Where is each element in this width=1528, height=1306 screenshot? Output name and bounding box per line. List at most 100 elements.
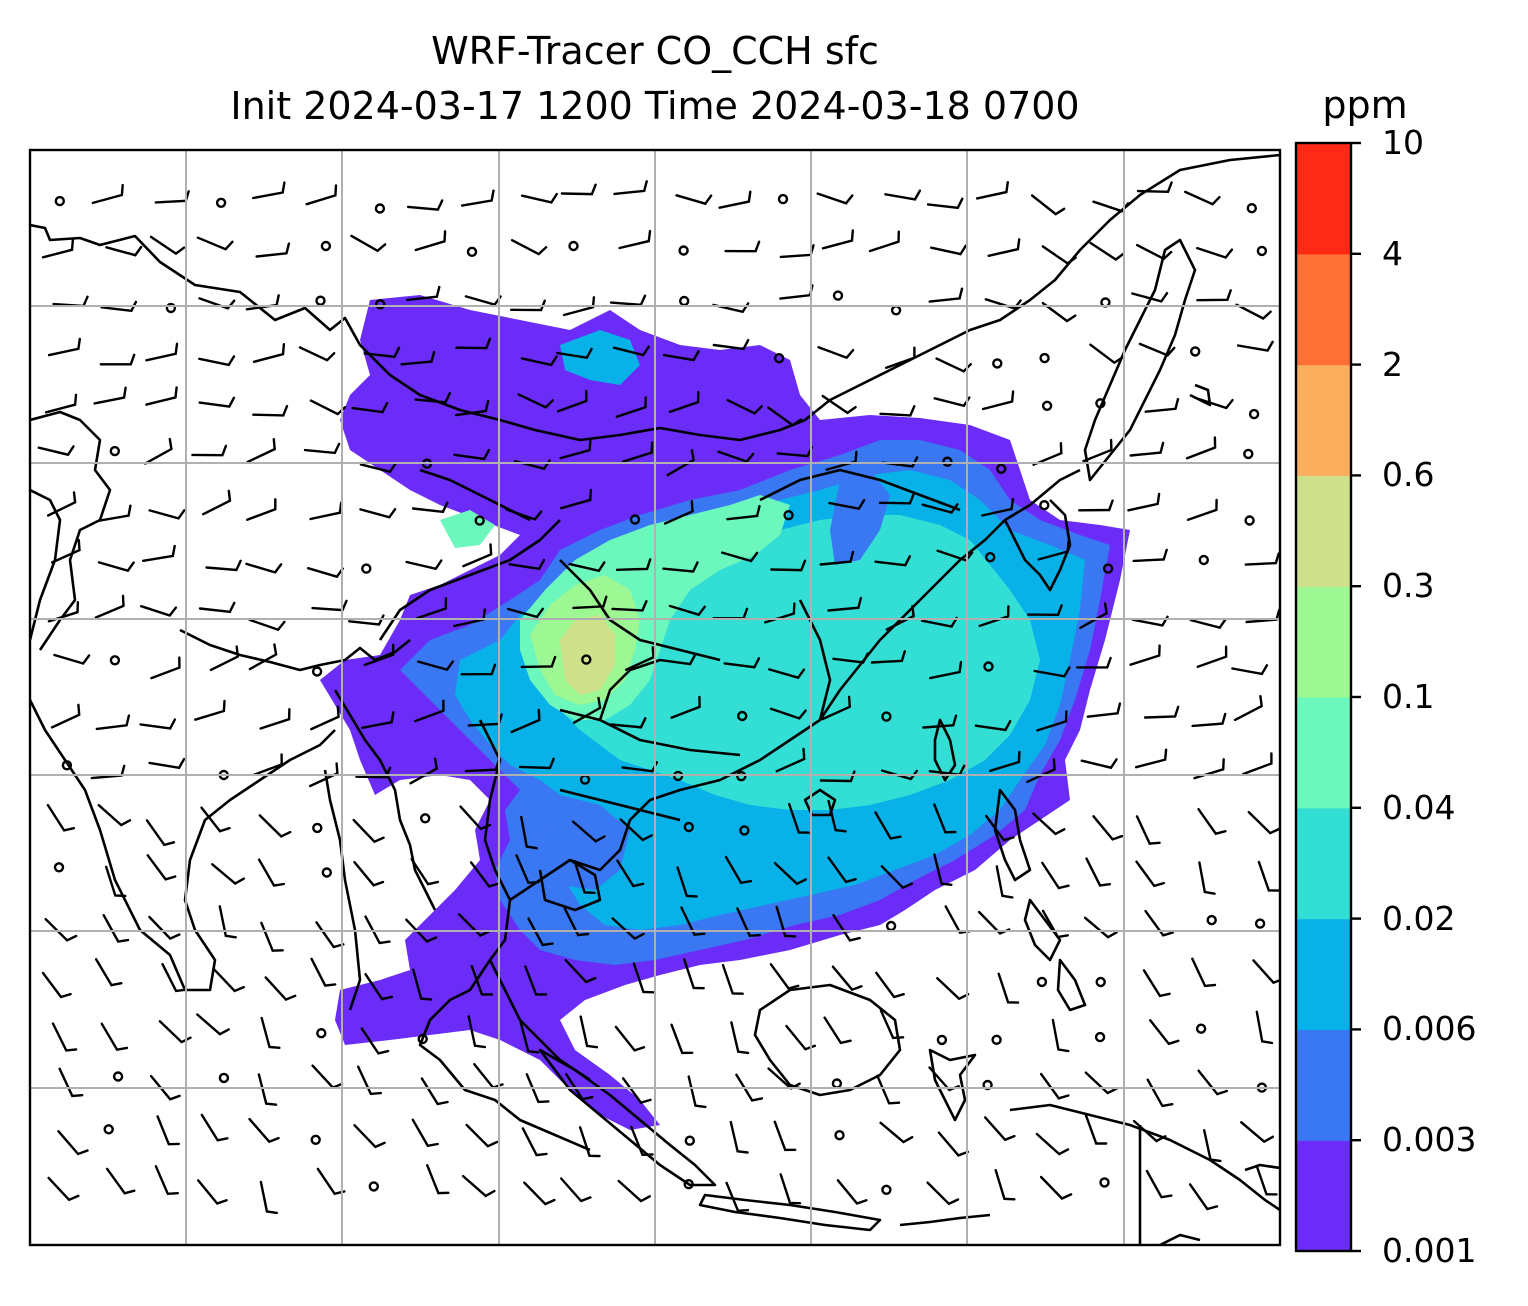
wind-barb	[305, 184, 338, 206]
calm-wind-marker	[581, 654, 592, 665]
wind-barb	[246, 498, 277, 521]
colorbar-tick-label: 0.001	[1382, 1231, 1477, 1270]
wind-barb	[1083, 916, 1118, 939]
wind-barb	[414, 230, 447, 252]
wind-barb	[773, 1120, 797, 1152]
wind-barb	[51, 538, 81, 564]
tracer-concentration-field	[320, 295, 1130, 1130]
wind-barb	[310, 957, 337, 987]
wind-barb	[405, 559, 443, 571]
calm-wind-marker	[992, 358, 1003, 369]
wind-barb	[411, 1118, 439, 1148]
calm-wind-marker	[936, 1034, 948, 1046]
wind-barb	[1037, 540, 1070, 561]
calm-wind-marker	[368, 1181, 379, 1192]
wind-barb	[571, 820, 606, 843]
wind-barb	[1032, 442, 1063, 466]
wind-barb	[350, 234, 387, 253]
wind-barb	[510, 708, 541, 734]
wind-barb	[363, 346, 401, 359]
calm-wind-marker	[1195, 1023, 1207, 1034]
colorbar-tick-label: 2	[1382, 344, 1403, 384]
calm-wind-marker	[417, 1033, 428, 1045]
wind-barb	[161, 963, 188, 993]
wind-barb	[521, 1127, 548, 1157]
wind-barb	[523, 1181, 556, 1206]
wind-barb	[58, 1067, 84, 1098]
wind-barb	[879, 1121, 914, 1144]
wind-barb	[158, 1020, 192, 1044]
wind-barb	[726, 504, 761, 521]
wind-barb	[1242, 752, 1273, 776]
wind-barb	[611, 600, 648, 612]
wind-barb	[1135, 243, 1173, 261]
wind-barb	[47, 337, 81, 357]
colorbar-tick-label: 0.6	[1382, 455, 1435, 495]
wind-barb	[140, 605, 178, 617]
wind-barb	[564, 958, 597, 984]
wind-barb	[252, 181, 286, 200]
wind-barb	[1086, 702, 1122, 718]
wind-barb	[609, 294, 647, 307]
wind-barb	[1041, 301, 1077, 323]
wind-barb	[974, 720, 1012, 732]
calm-wind-marker	[1095, 398, 1106, 409]
calm-wind-marker	[315, 295, 326, 306]
wind-barb	[211, 863, 246, 886]
colorbar-band	[1296, 1029, 1351, 1141]
wind-barb	[687, 1075, 707, 1109]
wind-barb	[1257, 860, 1280, 892]
wind-barb	[154, 1165, 179, 1196]
wind-barb	[465, 1123, 499, 1148]
wind-barb	[97, 804, 132, 827]
wind-barb	[769, 707, 807, 720]
wind-barb	[565, 1073, 594, 1101]
wind-barb	[309, 501, 343, 521]
wind-barb	[359, 508, 397, 519]
wind-barb	[721, 963, 744, 995]
wind-barb	[357, 1065, 382, 1096]
wind-barb	[1135, 815, 1161, 845]
calm-wind-marker	[834, 1129, 845, 1141]
wind-barb	[615, 396, 647, 418]
colorbar-band	[1296, 364, 1351, 476]
wind-barb	[198, 601, 236, 614]
calm-wind-marker	[53, 862, 65, 873]
wind-barb	[712, 338, 750, 351]
wind-barb	[994, 1168, 1016, 1201]
wind-barb	[1041, 909, 1069, 939]
wind-barb	[519, 1021, 540, 1054]
calm-wind-marker	[773, 353, 785, 364]
wind-barb	[1196, 246, 1234, 259]
wind-barb	[1136, 181, 1173, 194]
wind-barb	[930, 244, 967, 256]
wind-barb	[361, 711, 395, 729]
wind-barb	[724, 855, 753, 885]
wind-barb	[926, 197, 964, 210]
wind-barb	[194, 699, 226, 721]
wind-barb	[1084, 1071, 1118, 1095]
wind-barb	[874, 555, 911, 567]
wind-barb	[879, 405, 916, 417]
wind-barb	[406, 199, 444, 211]
wind-barb	[260, 921, 284, 952]
calm-wind-marker	[684, 1135, 695, 1146]
colorbar-band	[1296, 475, 1351, 587]
wind-barb	[611, 917, 645, 941]
colorbar-band	[1296, 918, 1351, 1030]
wind-barb	[876, 1074, 901, 1105]
calm-wind-marker	[983, 661, 994, 672]
wind-barb	[775, 747, 806, 773]
wind-barb	[360, 1027, 390, 1055]
wind-barb	[139, 718, 177, 730]
wind-barb	[817, 346, 855, 360]
wind-barb	[1189, 618, 1227, 629]
concentration-contour-fill	[560, 330, 640, 385]
wind-barb	[828, 498, 866, 511]
wind-barb	[920, 616, 958, 628]
wind-barb	[455, 337, 492, 350]
wind-barb	[508, 558, 546, 571]
wind-barb	[200, 806, 231, 833]
wind-barb	[509, 299, 546, 312]
